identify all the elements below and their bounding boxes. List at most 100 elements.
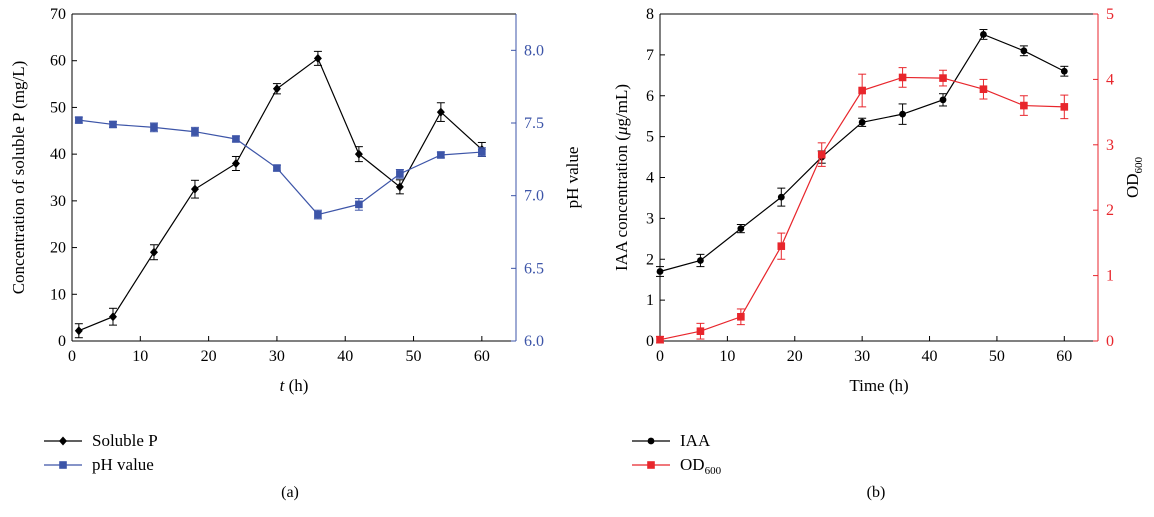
y2-tick-label: 4 xyxy=(1106,71,1114,88)
data-point xyxy=(777,242,786,250)
data-point xyxy=(737,225,745,232)
x-tick-label: 0 xyxy=(68,348,76,365)
y-tick-label: 10 xyxy=(50,286,66,303)
data-point xyxy=(59,461,67,469)
y-tick-label: 50 xyxy=(50,99,66,116)
legend-label: OD600 xyxy=(680,455,722,477)
data-point xyxy=(437,151,445,159)
series-line xyxy=(659,33,1065,273)
data-point xyxy=(647,461,655,469)
y-tick-label: 8 xyxy=(646,6,654,23)
y2-tick-label: 6.5 xyxy=(524,260,544,277)
data-point xyxy=(354,149,363,159)
y2-tick-label: 1 xyxy=(1106,268,1114,285)
series-secondary xyxy=(74,116,486,220)
data-point xyxy=(647,437,655,445)
x-tick-label: 60 xyxy=(1056,348,1072,365)
x-tick-label: 60 xyxy=(474,348,490,365)
y2-tick-label: 3 xyxy=(1106,137,1114,154)
data-point xyxy=(656,268,664,275)
series-primary xyxy=(656,29,1069,277)
panel-label: (a) xyxy=(281,484,299,501)
data-point xyxy=(1060,67,1068,75)
data-point xyxy=(979,85,988,94)
chart-panel-b: 0 10 20 30 40 50 60 0 1 2 3 4 5 6 7 8 0 1 2 3 4 5 Time (h) IAA … xyxy=(612,6,1145,501)
data-point xyxy=(74,326,83,336)
data-point xyxy=(314,210,322,219)
y2-tick-label: 8.0 xyxy=(524,42,544,59)
series-secondary xyxy=(656,67,1069,344)
data-point xyxy=(1020,101,1028,110)
x-tick-label: 10 xyxy=(719,348,735,365)
y-tick-label: 3 xyxy=(646,210,654,227)
x-tick-label: 0 xyxy=(656,348,664,365)
series-line xyxy=(78,57,483,332)
y-tick-label: 5 xyxy=(646,129,654,146)
data-point xyxy=(355,200,363,209)
legend-entry: pH value xyxy=(44,455,154,474)
data-point xyxy=(1020,47,1028,55)
data-point xyxy=(697,257,704,264)
data-point xyxy=(436,107,445,117)
y2-tick-label: 7.5 xyxy=(524,115,544,132)
y-tick-label: 4 xyxy=(646,170,654,187)
y-tick-label: 20 xyxy=(50,240,66,257)
data-point xyxy=(150,123,158,132)
x-axis-label: t (h) xyxy=(280,376,309,395)
panel-label: (b) xyxy=(867,484,886,501)
data-point xyxy=(939,96,947,104)
y2-axis-label: pH value xyxy=(563,147,582,209)
legend-label: Soluble P xyxy=(92,431,158,450)
y2-tick-label: 2 xyxy=(1106,202,1114,219)
data-point xyxy=(939,74,947,82)
legend-label: pH value xyxy=(92,455,154,474)
data-point xyxy=(59,436,67,446)
y-tick-label: 6 xyxy=(646,88,654,105)
y-tick-label: 0 xyxy=(58,333,66,350)
data-point xyxy=(313,53,322,63)
x-tick-label: 40 xyxy=(337,348,353,365)
x-tick-label: 50 xyxy=(406,348,422,365)
y-tick-label: 30 xyxy=(50,193,66,210)
data-point xyxy=(190,184,199,194)
y2-tick-label: 7.0 xyxy=(524,188,544,205)
data-point xyxy=(858,86,866,95)
y-axis-label: Concentration of soluble P (mg/L) xyxy=(9,61,28,295)
x-tick-label: 30 xyxy=(854,348,870,365)
data-point xyxy=(232,135,240,143)
y2-tick-label: 5 xyxy=(1106,6,1114,23)
legend-entry: IAA xyxy=(632,431,711,450)
data-point xyxy=(191,127,199,136)
y2-tick-label: 0 xyxy=(1106,333,1114,350)
data-point xyxy=(656,335,664,344)
data-point xyxy=(777,193,785,201)
y-tick-label: 60 xyxy=(50,53,66,70)
legend-label: IAA xyxy=(680,431,711,450)
data-point xyxy=(899,110,906,118)
x-tick-label: 10 xyxy=(132,348,148,365)
x-tick-label: 50 xyxy=(989,348,1005,365)
legend-entry: Soluble P xyxy=(44,431,158,450)
data-point xyxy=(273,164,281,172)
data-point xyxy=(898,73,907,82)
y-tick-label: 1 xyxy=(646,292,654,309)
data-point xyxy=(272,84,281,94)
x-tick-label: 40 xyxy=(922,348,938,365)
series-line xyxy=(659,76,1065,341)
data-point xyxy=(231,158,240,168)
y-tick-label: 40 xyxy=(50,146,66,163)
data-point xyxy=(737,313,745,321)
y-tick-label: 2 xyxy=(646,251,654,268)
data-point xyxy=(980,31,987,38)
y-tick-label: 0 xyxy=(646,333,654,350)
chart-panel-a: 0 10 20 30 40 50 60 0 10 20 30 40 50 60 70 6.0 6.5 7.0 7.5… xyxy=(9,6,582,501)
data-point xyxy=(396,170,404,178)
data-point xyxy=(817,150,826,159)
y-tick-label: 7 xyxy=(646,47,654,64)
data-point xyxy=(858,118,866,126)
x-axis-label: Time (h) xyxy=(849,376,908,395)
y-axis-label: IAA concentration (μg/mL) xyxy=(612,84,631,271)
data-point xyxy=(108,312,117,322)
data-point xyxy=(1060,103,1069,111)
